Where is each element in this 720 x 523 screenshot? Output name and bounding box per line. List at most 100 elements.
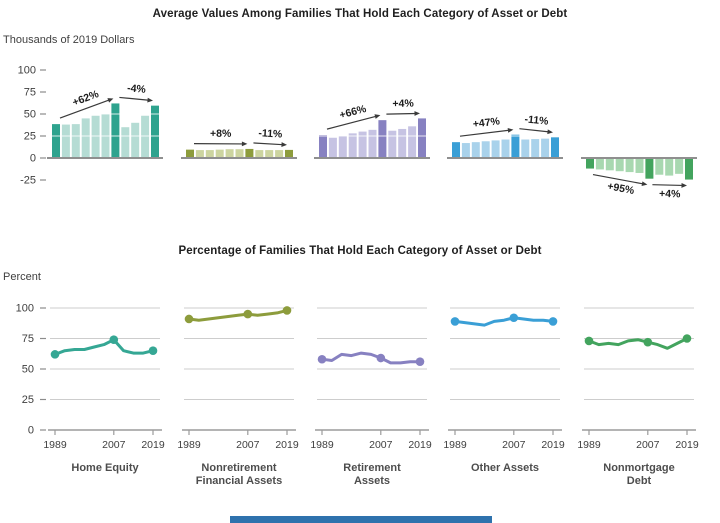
annotation-label: +8% — [210, 128, 232, 140]
data-point-marker — [243, 309, 253, 319]
percentage-line-charts: 100 75 50 25 0 1989 2007 2019 1989 2007 2019 1989 20… — [16, 303, 699, 452]
y-tick-label: 75 — [24, 87, 36, 99]
annotation-arrow-line — [59, 99, 110, 119]
bar — [121, 127, 130, 158]
x-tick-label: 2007 — [236, 439, 260, 451]
x-tick-label: 2019 — [141, 439, 165, 451]
bottom-axis-unit-label: Percent — [3, 271, 41, 283]
bottom-chart-title: Percentage of Families That Hold Each Ca… — [178, 245, 542, 257]
top-axis-unit-label: Thousands of 2019 Dollars — [3, 34, 135, 46]
bar — [388, 130, 397, 158]
category-label-home-equity: Home Equity — [71, 462, 139, 474]
data-point-marker — [148, 346, 158, 355]
annotation-arrow-line — [253, 142, 284, 146]
bar — [319, 135, 327, 158]
bar — [398, 128, 407, 158]
bar — [235, 149, 244, 158]
bar — [131, 122, 140, 158]
bar — [151, 105, 159, 158]
annotation-arrowhead — [681, 183, 687, 188]
bar — [461, 143, 470, 158]
category-label-nonretirement: Nonretirement Financial Assets — [195, 462, 283, 488]
annotation-arrowhead — [374, 114, 381, 119]
bar — [61, 124, 70, 158]
bar — [225, 149, 234, 158]
bar — [418, 118, 426, 158]
bar — [586, 158, 594, 169]
bar — [615, 158, 624, 172]
bottom-accent-bar — [230, 516, 492, 523]
x-tick-label: 1989 — [310, 439, 334, 451]
data-point-marker — [415, 357, 425, 366]
bar — [452, 142, 460, 158]
bar — [491, 140, 500, 158]
bar — [665, 158, 674, 176]
x-tick-label: 2007 — [502, 439, 526, 451]
bar — [348, 133, 357, 158]
x-tick-label: 2019 — [675, 439, 699, 451]
data-point-marker — [548, 317, 558, 326]
bar — [195, 150, 204, 158]
bar — [645, 158, 654, 179]
data-point-marker — [109, 335, 119, 345]
data-point-marker — [376, 353, 386, 363]
bar — [471, 142, 480, 158]
annotation-label: +4% — [659, 188, 681, 201]
annotation-arrow-line — [459, 129, 510, 137]
annotation-label: -4% — [127, 82, 147, 96]
annotation-label: +62% — [71, 88, 101, 109]
bar — [675, 158, 684, 174]
x-tick-label: 2019 — [541, 439, 565, 451]
category-label-other-assets: Other Assets — [470, 462, 540, 474]
annotation-arrowhead — [414, 111, 420, 116]
annotation-label: +47% — [472, 115, 501, 130]
x-tick-label: 2007 — [102, 439, 126, 451]
bar — [511, 134, 520, 158]
trend-line — [53, 338, 155, 356]
trend-line — [320, 351, 422, 365]
annotation-arrowhead — [641, 181, 648, 187]
bar — [111, 103, 120, 158]
bar — [551, 137, 559, 158]
trend-line — [187, 308, 289, 322]
data-point-marker — [643, 337, 653, 347]
y-tick-label: 0 — [28, 425, 34, 437]
bar — [541, 138, 550, 158]
bar — [205, 150, 214, 158]
bar — [186, 149, 194, 158]
bar — [595, 158, 604, 170]
bar — [521, 139, 530, 158]
annotation-arrow-line — [519, 128, 550, 133]
y-tick-label: 0 — [30, 153, 36, 165]
data-point-marker — [184, 314, 194, 324]
y-tick-label: -25 — [20, 175, 36, 187]
annotation-arrowhead — [281, 142, 287, 147]
annotation-arrowhead — [507, 127, 514, 133]
bar — [328, 137, 337, 158]
bar — [481, 141, 490, 158]
annotation-arrow-line — [592, 173, 644, 185]
bar — [338, 136, 347, 158]
data-point-marker — [317, 354, 327, 364]
y-tick-label: 100 — [18, 65, 36, 77]
data-point-marker — [450, 317, 460, 326]
annotation-label: +66% — [338, 103, 368, 122]
bar — [368, 129, 377, 158]
trend-line — [453, 316, 555, 327]
y-tick-label: 50 — [24, 109, 36, 121]
annotation-arrow-line — [119, 96, 150, 101]
annotation-arrowhead — [107, 98, 114, 103]
bar — [255, 150, 264, 158]
bar — [531, 139, 540, 158]
bar — [358, 131, 367, 158]
annotation-label: +4% — [392, 98, 414, 110]
bar — [141, 115, 150, 158]
data-point-marker — [50, 350, 60, 359]
category-label-retirement: Retirement Assets — [343, 462, 401, 488]
average-values-bar-charts: 100 75 50 25 0 -25 +62% -4% +8% -11% +66% +4% +47% -1… — [18, 65, 697, 201]
x-tick-label: 1989 — [43, 439, 67, 451]
bar — [285, 149, 293, 158]
x-tick-label: 1989 — [443, 439, 467, 451]
bar — [215, 149, 224, 158]
